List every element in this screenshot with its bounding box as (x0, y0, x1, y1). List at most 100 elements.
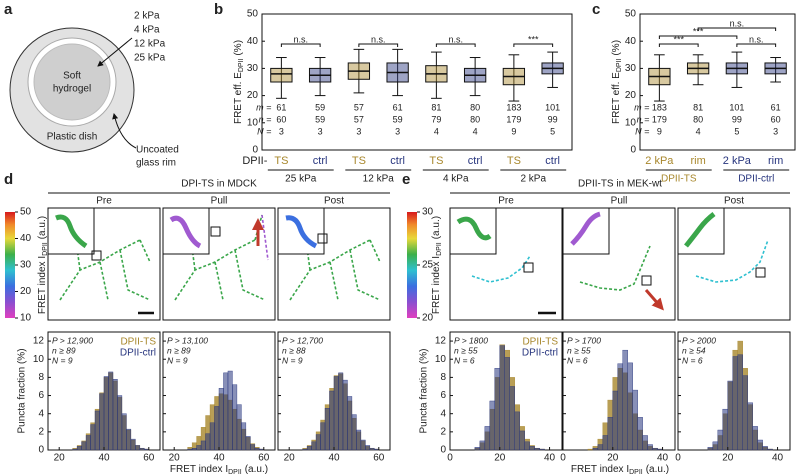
x-axis-label: FRET index IDPII (a.u.) (571, 464, 669, 476)
annotation: N = 9 (282, 355, 303, 365)
histogram-bar (218, 388, 224, 451)
histogram-bar (602, 435, 608, 451)
condition-label: Post (324, 196, 344, 207)
histogram-bar (81, 441, 87, 451)
category-label: TS (507, 155, 521, 167)
histogram-bar (72, 448, 78, 451)
colorbar-label: FRET index IDPII (a.u.) (431, 216, 444, 314)
significance-label: *** (673, 34, 684, 44)
x-tick-label: 0 (675, 453, 681, 464)
histogram-bar (534, 447, 540, 451)
colorbar-label: FRET index IDPII (a.u.) (37, 216, 50, 314)
stat-value: 101 (729, 102, 744, 112)
y-tick-label: 50 (247, 9, 259, 20)
stat-value: 80 (470, 114, 480, 124)
histogram-bar (121, 413, 127, 451)
group-label: DPII-ctrl (738, 174, 774, 185)
legend-entry: DPII-ctrl (522, 348, 558, 359)
y-tick-label: 8 (440, 372, 446, 383)
histogram-bar (587, 448, 594, 451)
stat-value: 3 (318, 126, 323, 136)
histogram-bar (320, 422, 326, 451)
y-tick-label: 40 (625, 36, 637, 47)
colorbar-tick-label: 25 (422, 260, 434, 271)
category-label: TS (352, 155, 366, 167)
histogram-bar (126, 428, 132, 451)
panel-a: a Soft hydrogel Plastic dish 2 kPa 4 kPa… (4, 1, 179, 169)
y-tick-label: 0 (630, 145, 636, 156)
category-label: rim (690, 155, 705, 167)
x-tick-label: 60 (143, 453, 155, 464)
significance-bracket (658, 35, 738, 39)
histogram-bar (227, 370, 233, 451)
stat-value: 59 (315, 102, 325, 112)
y-tick-label: 12 (33, 336, 45, 347)
panel-title: DPI-TS in MDCK (181, 179, 257, 190)
colorbar-label-part: DPII (436, 242, 443, 256)
stat-value: 9 (511, 126, 516, 136)
histogram-bar (356, 429, 362, 451)
histogram-bar (338, 372, 344, 451)
arrow (112, 113, 137, 149)
histogram-bar (241, 422, 247, 451)
histogram-bar (722, 408, 728, 451)
histogram-bar (642, 435, 648, 451)
stat-value: 57 (354, 102, 364, 112)
y-tick-label: 2 (38, 426, 44, 437)
colorbar-tick-label: 10 (20, 313, 32, 324)
histogram-bar (757, 439, 763, 451)
stiffness-label: 12 kPa (134, 39, 166, 50)
histogram-bar (484, 426, 491, 451)
y-tick-label: 0 (440, 445, 446, 456)
colorbar-tick-label: 40 (20, 233, 32, 244)
group-label: 4 kPa (443, 174, 469, 185)
colorbar-label-part: FRET index I (37, 256, 48, 314)
x-tick-label: 40 (98, 453, 110, 464)
annotation: n ≥ 55 (454, 345, 478, 355)
y-tick-label: 20 (247, 90, 259, 101)
condition-label: Pre (498, 196, 514, 207)
stat-value: 101 (545, 102, 560, 112)
category-label: ctrl (313, 155, 328, 167)
stat-value: 4 (473, 126, 478, 136)
category-label: rim (768, 155, 783, 167)
hydrogel-label: Soft (63, 71, 81, 82)
inset-junction (570, 211, 601, 246)
stiffness-label: 25 kPa (134, 53, 166, 64)
x-tick-label: 20 (54, 453, 66, 464)
annotation: P > 2000 (682, 335, 716, 345)
significance-label: n.s. (293, 34, 308, 44)
inset (677, 207, 725, 255)
y-axis-label: Puncta fraction (%) (419, 348, 430, 433)
histogram-bar (187, 448, 193, 451)
x-axis-label-part: DPII (629, 469, 643, 476)
significance-bracket (435, 43, 476, 47)
stat-value: 61 (771, 102, 781, 112)
significance-bracket (358, 43, 399, 47)
significance-bracket (658, 43, 699, 47)
stat-value: 81 (693, 102, 703, 112)
histogram-bar (489, 400, 496, 451)
stiffness-label: 4 kPa (134, 25, 160, 36)
significance-label: n.s. (371, 34, 386, 44)
panel-e-images: e DPII-TS in MEK-wt Pre Pull Post (402, 171, 791, 321)
histogram-bar (612, 390, 618, 451)
y-tick-label: 4 (440, 408, 446, 419)
dish-label: Plastic dish (47, 132, 98, 143)
histogram-bar (245, 436, 251, 451)
y-tick-label: 4 (38, 408, 44, 419)
y-tick-label: 30 (247, 63, 259, 74)
histogram-bar (627, 362, 633, 451)
histogram-bar (479, 440, 486, 451)
histogram-bar (737, 354, 743, 451)
significance-label: *** (528, 34, 539, 44)
stat-value: 57 (354, 114, 364, 124)
x-tick-label: 20 (284, 453, 296, 464)
histogram-bar (374, 448, 380, 451)
histogram-bar (254, 447, 260, 451)
y-axis-label: FRET eff. EDPII (%) (611, 40, 624, 124)
x-axis-label-part: (a.u.) (245, 464, 268, 475)
annotation: N = 6 (454, 355, 475, 365)
colorbar (5, 212, 15, 318)
plot-frame (261, 13, 573, 151)
